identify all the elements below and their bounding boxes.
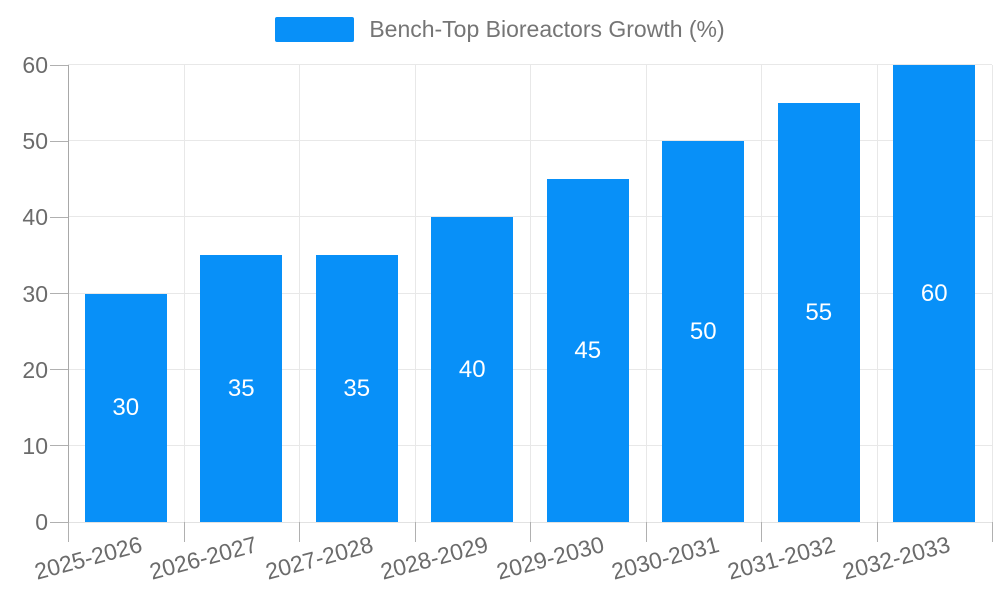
bar[interactable]	[431, 217, 514, 522]
bar-value-label: 55	[805, 298, 833, 326]
y-axis-label: 20	[22, 356, 48, 383]
x-axis-label: 2026-2027	[146, 531, 260, 585]
gridline-horizontal	[68, 64, 992, 65]
x-axis-label: 2028-2029	[377, 531, 491, 585]
x-axis-tick	[992, 522, 993, 542]
bar[interactable]	[546, 179, 629, 522]
y-axis-tick	[50, 521, 68, 523]
y-axis-tick	[50, 216, 68, 218]
x-axis-label: 2025-2026	[31, 531, 145, 585]
x-axis-tick	[299, 522, 300, 542]
x-axis-label: 2032-2033	[839, 531, 953, 585]
y-axis-tick	[50, 369, 68, 371]
x-axis-tick	[530, 522, 531, 542]
y-axis-label: 30	[22, 280, 48, 307]
bar[interactable]	[893, 65, 976, 522]
x-axis-label: 2029-2030	[493, 531, 607, 585]
bar-value-label: 45	[574, 336, 602, 364]
y-axis-tick	[50, 140, 68, 142]
gridline-vertical	[299, 65, 300, 522]
gridline-vertical	[992, 65, 993, 522]
x-axis-tick	[68, 522, 69, 542]
bar[interactable]	[777, 103, 860, 522]
x-axis-tick	[183, 522, 185, 542]
bar-value-label: 50	[689, 317, 717, 345]
y-axis-label: 10	[22, 432, 48, 459]
bar-value-label: 60	[920, 279, 948, 307]
y-axis-label: 40	[22, 204, 48, 231]
y-axis-label: 50	[22, 128, 48, 155]
x-axis-tick	[761, 522, 762, 542]
y-axis-label: 60	[22, 52, 48, 78]
bar-value-label: 40	[458, 355, 486, 383]
legend-label[interactable]: Bench-Top Bioreactors Growth (%)	[369, 16, 725, 42]
bar[interactable]	[200, 255, 283, 522]
x-axis-label: 2030-2031	[608, 531, 722, 585]
gridline-vertical	[530, 65, 531, 522]
gridline-vertical	[414, 65, 416, 522]
x-axis-tick	[876, 522, 878, 542]
gridline-vertical	[876, 65, 878, 522]
y-axis-tick	[50, 64, 68, 66]
bar[interactable]	[315, 255, 398, 522]
gridline-vertical	[183, 65, 185, 522]
y-axis-line	[68, 65, 69, 522]
x-axis-tick	[645, 522, 647, 542]
bar-value-label: 30	[112, 393, 140, 421]
y-axis-label: 0	[35, 509, 48, 535]
y-axis-tick	[50, 293, 68, 294]
bar-value-label: 35	[343, 374, 371, 402]
gridline-vertical	[645, 65, 647, 522]
x-axis-tick	[414, 522, 416, 542]
bar[interactable]	[662, 141, 745, 522]
gridline-vertical	[761, 65, 762, 522]
legend[interactable]: Bench-Top Bioreactors Growth (%)	[0, 17, 1000, 42]
x-axis-label: 2027-2028	[262, 531, 376, 585]
bar[interactable]	[84, 293, 167, 522]
bar-value-label: 35	[227, 374, 255, 402]
x-axis-label: 2031-2032	[724, 531, 838, 585]
legend-marker-swatch[interactable]	[275, 17, 355, 42]
y-axis-tick	[50, 445, 68, 447]
